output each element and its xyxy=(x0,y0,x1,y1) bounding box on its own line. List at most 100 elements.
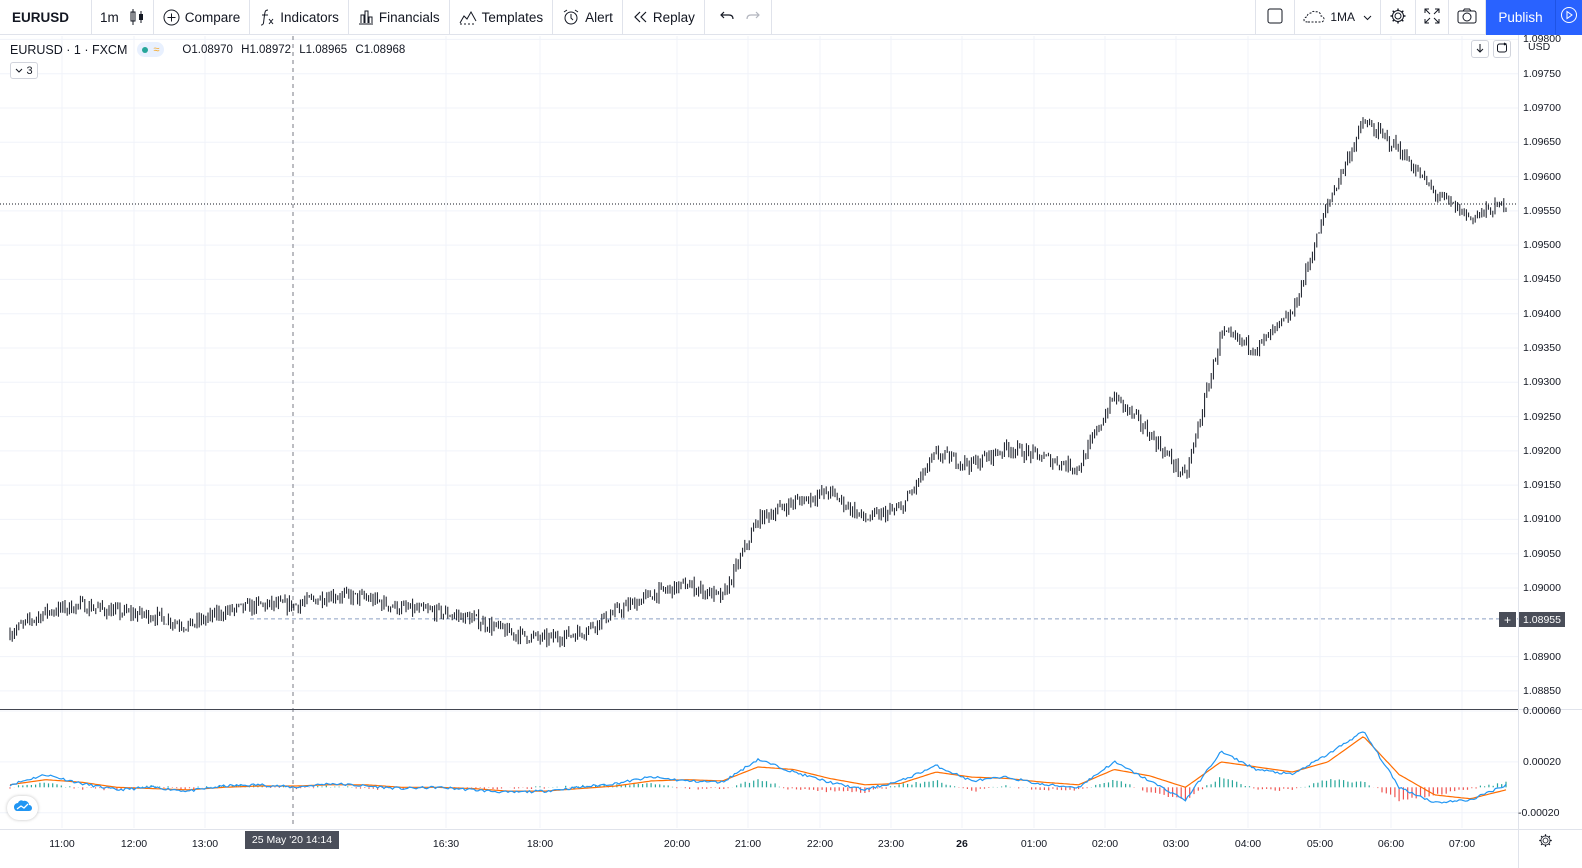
compare-label: Compare xyxy=(184,9,241,25)
price-tick-label: 1.09150 xyxy=(1523,479,1561,492)
time-tick-label: 20:00 xyxy=(663,838,691,850)
time-tick-label: 04:00 xyxy=(1234,838,1262,850)
ohlc-values: O1.08970 H1.08972 L1.08965 C1.08968 xyxy=(182,44,410,56)
price-tick-label: 1.09200 xyxy=(1523,444,1561,457)
macd-lines xyxy=(9,731,1507,804)
fullscreen-toggle-button[interactable] xyxy=(1255,0,1296,35)
undo-button[interactable] xyxy=(705,0,741,35)
function-icon xyxy=(259,8,275,26)
templates-label: Templates xyxy=(481,9,544,25)
price-tick-label: 1.09100 xyxy=(1523,513,1561,526)
arrow-down-icon xyxy=(1475,43,1485,56)
redo-button[interactable] xyxy=(741,0,772,35)
price-tick-label: 1.09250 xyxy=(1523,410,1561,423)
publish-label: Publish xyxy=(1498,9,1543,25)
time-tick-label: 12:00 xyxy=(120,838,148,850)
reset-chart-button[interactable] xyxy=(1493,40,1511,58)
time-tick-label: 01:00 xyxy=(1020,838,1048,850)
tradingview-logo[interactable] xyxy=(7,796,38,820)
crosshair-time-label: 25 May '20 14:14 xyxy=(245,831,339,849)
macd-histogram xyxy=(9,777,1507,802)
bar-chart-icon xyxy=(358,9,374,25)
alert-label: Alert xyxy=(585,9,613,25)
market-open-dot-icon xyxy=(142,46,149,53)
snapshot-button[interactable] xyxy=(1449,0,1486,35)
top-toolbar: EURUSD 1m Compare Indicators Finan xyxy=(0,0,1582,35)
symbol-label: EURUSD xyxy=(12,9,70,25)
compare-button[interactable]: Compare xyxy=(154,0,251,35)
legend-toggle-button[interactable]: 3 xyxy=(10,62,38,79)
candlestick-series xyxy=(9,117,1507,648)
interval-label: 1m xyxy=(100,9,119,25)
settings-button[interactable] xyxy=(1381,0,1416,35)
price-tick-label: 1.09350 xyxy=(1523,342,1561,354)
signal-line xyxy=(9,736,1507,800)
layout-button[interactable]: 1MA xyxy=(1295,0,1381,35)
price-tick-label: 1.08900 xyxy=(1523,650,1561,663)
cloud-icon xyxy=(1303,10,1325,24)
price-tick-label: 1.09050 xyxy=(1523,547,1561,560)
pane-frame xyxy=(0,35,1582,868)
price-tick-label: 1.09600 xyxy=(1523,170,1561,183)
indicator-tick-label: 0.00060 xyxy=(1523,705,1561,717)
play-button[interactable] xyxy=(1556,0,1582,35)
replay-button[interactable]: Replay xyxy=(623,0,705,35)
alert-button[interactable]: Alert xyxy=(553,0,623,35)
open-value: O1.08970 xyxy=(182,43,233,56)
currency-label: USD xyxy=(1528,41,1551,53)
candles-icon xyxy=(129,8,145,26)
chart-legend: EURUSD · 1 · FXCM ≈ O1.08970 H1.08972 L1… xyxy=(10,42,410,57)
replay-label: Replay xyxy=(652,9,695,25)
indicator-tick-label: 0.00020 xyxy=(1523,755,1561,768)
low-value: L1.08965 xyxy=(299,43,348,56)
indicators-button[interactable]: Indicators xyxy=(250,0,349,35)
price-tick-label: 1.09000 xyxy=(1523,582,1561,594)
price-tick-label: 1.08850 xyxy=(1523,684,1561,697)
price-tick-label: 1.09750 xyxy=(1523,67,1561,80)
price-tick-label: 1.09500 xyxy=(1523,239,1561,252)
redo-icon xyxy=(745,9,761,26)
time-tick-label: 07:00 xyxy=(1448,838,1476,850)
chart-style-button[interactable] xyxy=(125,0,154,35)
axis-settings-button[interactable] xyxy=(1536,834,1554,852)
price-tick-label: 1.09300 xyxy=(1523,376,1561,389)
time-tick-label: 23:00 xyxy=(877,838,905,850)
plus-icon: + xyxy=(1503,612,1511,627)
time-tick-label: 13:00 xyxy=(191,838,219,850)
chevron-down-icon xyxy=(15,65,23,77)
templates-button[interactable]: Templates xyxy=(450,0,554,35)
price-tick-label: 1.09700 xyxy=(1523,102,1561,114)
symbol-search-button[interactable]: EURUSD xyxy=(0,0,92,35)
price-tick-label: 1.09450 xyxy=(1523,273,1561,286)
templates-icon xyxy=(459,9,477,25)
indicators-label: Indicators xyxy=(280,9,339,25)
time-tick-label: 26 xyxy=(956,838,968,850)
add-price-line-button[interactable]: + xyxy=(1499,612,1516,627)
time-tick-label: 18:00 xyxy=(526,838,554,850)
financials-label: Financials xyxy=(378,9,440,25)
maximize-button[interactable] xyxy=(1416,0,1449,35)
scroll-to-latest-button[interactable] xyxy=(1471,40,1489,58)
market-status-badge[interactable]: ≈ xyxy=(137,42,165,57)
layout-label: 1MA xyxy=(1330,10,1355,24)
interval-button[interactable]: 1m xyxy=(92,0,125,35)
high-value: H1.08972 xyxy=(241,43,292,56)
gear-icon xyxy=(1389,7,1407,28)
square-icon xyxy=(1266,7,1284,28)
alarm-clock-icon xyxy=(562,8,580,26)
play-circle-icon xyxy=(1560,6,1578,29)
legend-symbol-title[interactable]: EURUSD · 1 · FXCM xyxy=(10,42,128,57)
gear-icon xyxy=(1538,833,1553,853)
indicator-tick-label: -0.00020 xyxy=(1518,806,1560,819)
cloud-logo-icon xyxy=(13,799,33,818)
financials-button[interactable]: Financials xyxy=(349,0,450,35)
undo-icon xyxy=(719,9,735,26)
macd-line xyxy=(9,731,1507,804)
publish-button[interactable]: Publish xyxy=(1486,0,1556,35)
price-tick-label: 1.09400 xyxy=(1523,307,1561,320)
time-tick-label: 02:00 xyxy=(1091,838,1119,850)
camera-icon xyxy=(1457,8,1477,27)
time-tick-label: 05:00 xyxy=(1306,838,1334,850)
